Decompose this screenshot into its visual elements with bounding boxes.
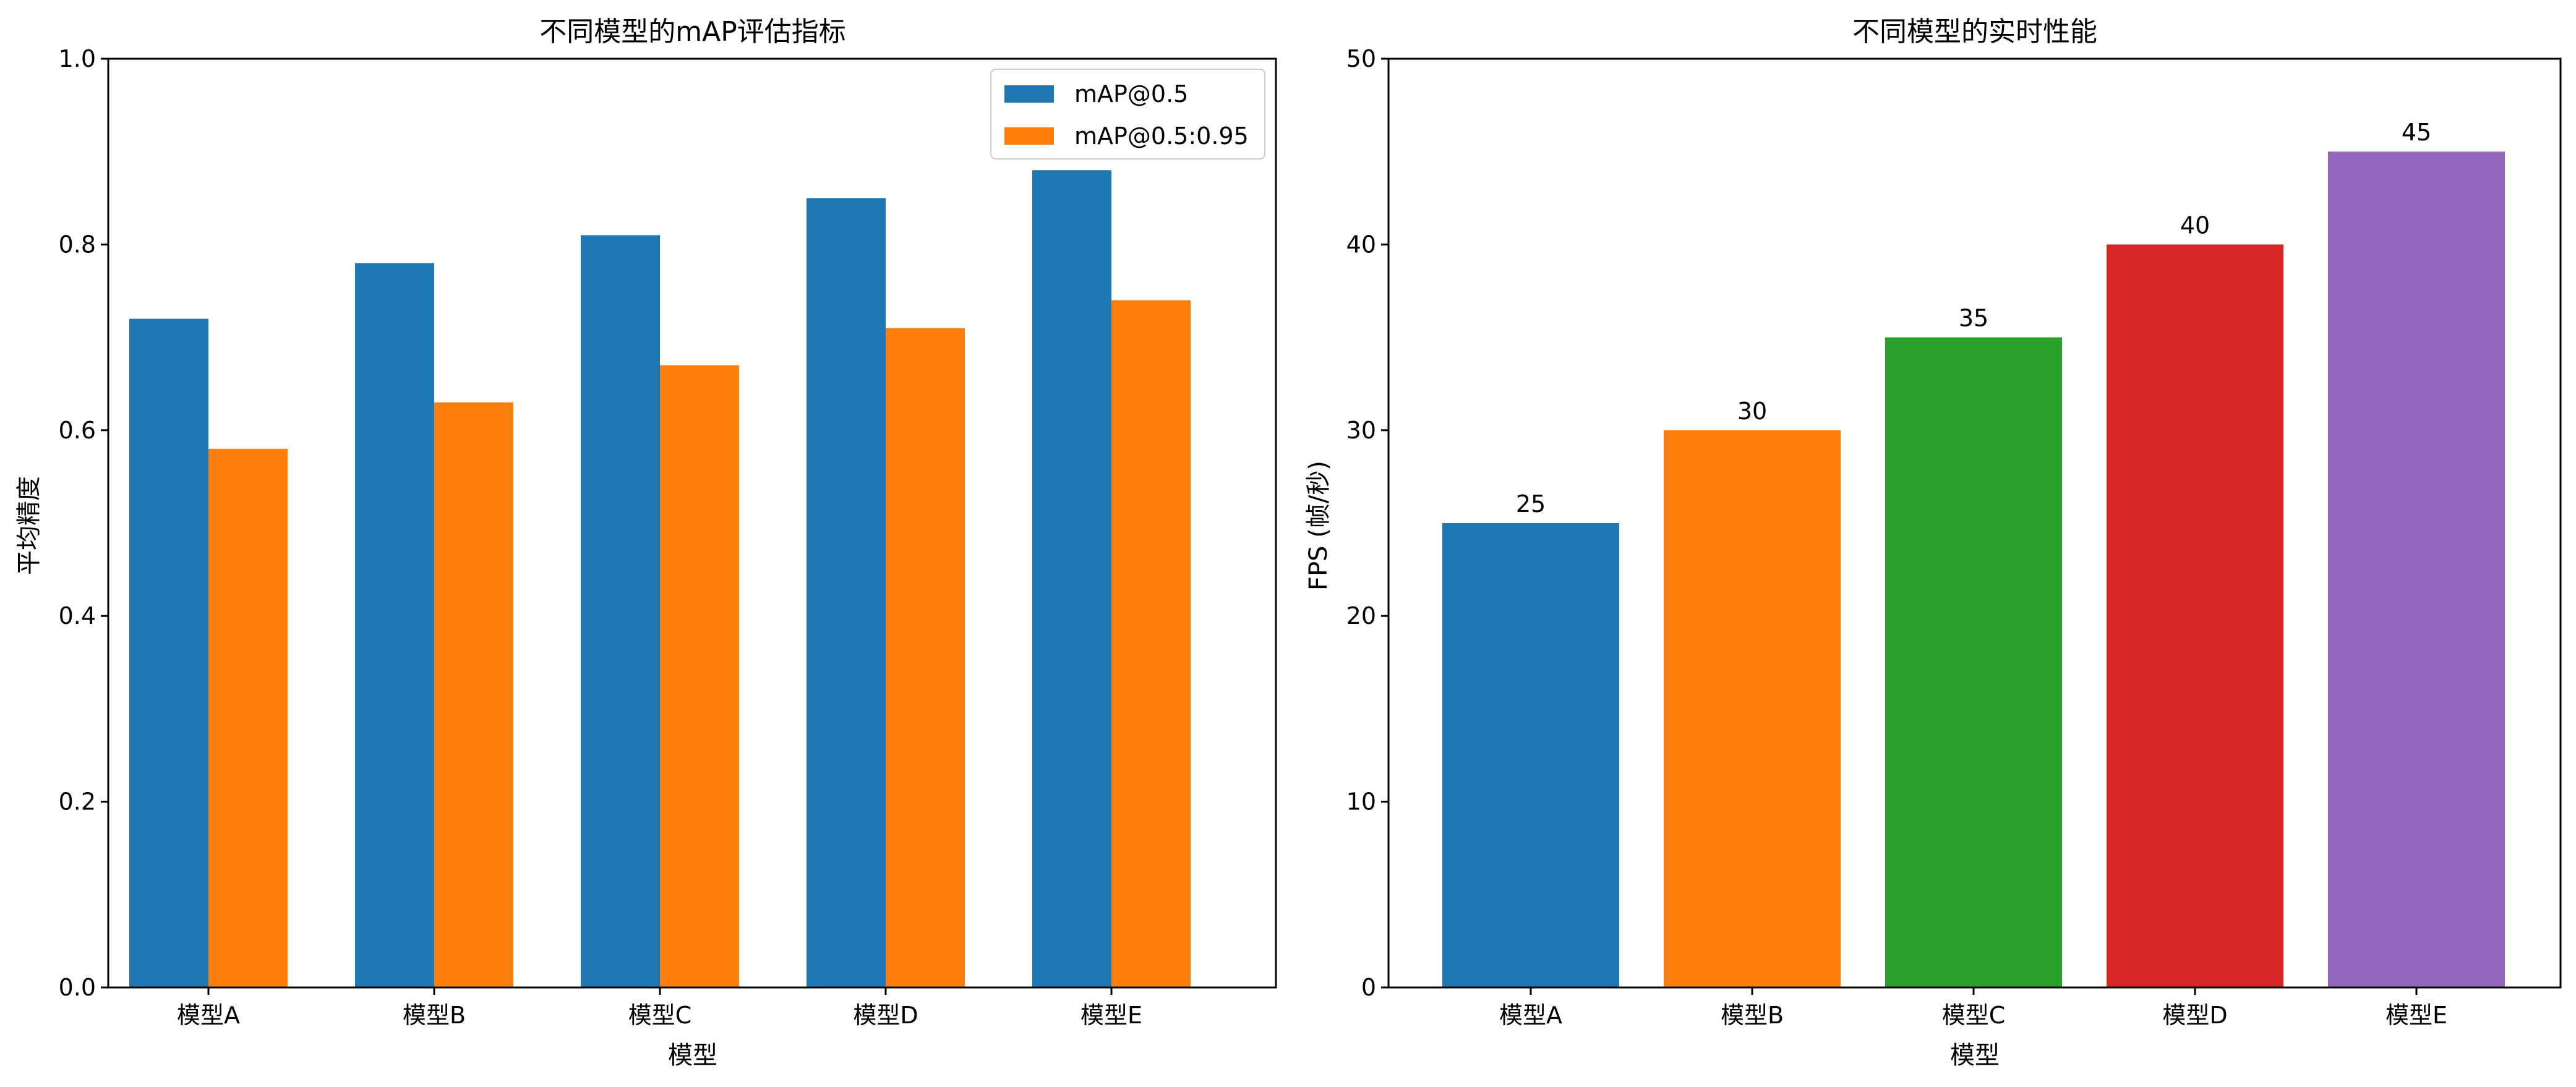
fps-chart-y-tick-label-4: 40 <box>1346 231 1376 258</box>
fps-chart-x-tick-label-3: 模型D <box>2162 1002 2227 1029</box>
map-chart-bar-series0-0 <box>129 318 208 987</box>
map-chart-bar-series0-2 <box>581 235 660 987</box>
fps-chart-data-label-1: 30 <box>1737 398 1767 425</box>
map-chart-axes-frame <box>107 58 1277 989</box>
map-chart-bar-series0-1 <box>355 263 434 988</box>
map-chart-legend-swatch-0 <box>1004 85 1054 103</box>
fps-chart-x-tick-label-2: 模型C <box>1942 1002 2006 1029</box>
map-chart-y-tick-label-0: 0.0 <box>59 974 96 1001</box>
map-chart-legend-swatch-1 <box>1004 127 1054 145</box>
fps-chart-y-tick-label-3: 30 <box>1346 417 1376 444</box>
map-chart-x-tick-label-2: 模型C <box>628 1002 692 1029</box>
map-chart-y-tick-label-4: 0.8 <box>59 231 96 258</box>
map-chart-bar-series1-2 <box>660 365 739 987</box>
map-chart-bar-series1-4 <box>1111 300 1191 987</box>
fps-chart-x-tick-label-4: 模型E <box>2386 1002 2447 1029</box>
fps-chart-y-axis-label: FPS (帧/秒) <box>1304 461 1333 590</box>
map-chart: 不同模型的mAP评估指标 模型 平均精度 0.0 0.2 0.4 0.6 0.8 1.0 模… <box>15 16 1277 1070</box>
map-chart-x-tick-label-0: 模型A <box>177 1002 240 1029</box>
fps-chart-bar-2 <box>1885 337 2062 987</box>
fps-chart-x-tick-label-1: 模型B <box>1721 1002 1784 1029</box>
fps-chart-bar-1 <box>1664 430 1841 987</box>
map-chart-legend-label-1: mAP@0.5:0.95 <box>1074 122 1249 150</box>
map-chart-x-tick-label-4: 模型E <box>1080 1002 1142 1029</box>
fps-chart-y-tick-label-2: 20 <box>1346 602 1376 629</box>
fps-chart-y-tick-label-0: 0 <box>1361 974 1376 1001</box>
map-chart-bar-series0-4 <box>1032 170 1111 987</box>
fps-chart-bar-4 <box>2328 151 2505 988</box>
map-chart-x-axis-label: 模型 <box>668 1041 717 1070</box>
map-chart-bar-series1-3 <box>886 328 965 987</box>
map-chart-title: 不同模型的mAP评估指标 <box>539 16 846 48</box>
fps-chart-y-tick-label-5: 50 <box>1346 45 1376 72</box>
fps-chart-data-label-3: 40 <box>2180 211 2210 239</box>
fps-chart-data-label-2: 35 <box>1959 305 1988 332</box>
map-chart-y-axis-label: 平均精度 <box>15 476 43 575</box>
fps-chart-data-label-0: 25 <box>1516 490 1546 518</box>
map-chart-x-tick-label-3: 模型D <box>853 1002 918 1029</box>
map-chart-bar-series1-1 <box>434 402 513 987</box>
map-chart-y-tick-label-1: 0.2 <box>59 788 96 816</box>
fps-chart-title: 不同模型的实时性能 <box>1852 16 2097 48</box>
map-chart-bar-series1-0 <box>208 448 288 987</box>
fps-chart-bar-3 <box>2107 244 2283 987</box>
fps-chart-x-axis-label: 模型 <box>1950 1041 2000 1070</box>
fps-chart: 不同模型的实时性能 模型 FPS (帧/秒) 25 30 35 40 45 0 10 20 30… <box>1304 16 2562 1070</box>
fps-chart-bar-0 <box>1442 523 1619 987</box>
map-chart-y-tick-label-2: 0.4 <box>59 602 96 629</box>
map-chart-y-tick-label-3: 0.6 <box>59 417 96 444</box>
map-chart-y-tick-label-5: 1.0 <box>59 45 96 72</box>
map-chart-legend <box>990 69 1265 160</box>
fps-chart-x-tick-label-0: 模型A <box>1499 1002 1562 1029</box>
map-chart-bar-series0-3 <box>807 198 886 987</box>
map-chart-legend-label-0: mAP@0.5 <box>1074 80 1188 108</box>
fps-chart-y-tick-label-1: 10 <box>1346 788 1376 816</box>
map-chart-x-tick-label-1: 模型B <box>403 1002 466 1029</box>
fps-chart-data-label-4: 45 <box>2402 119 2431 146</box>
